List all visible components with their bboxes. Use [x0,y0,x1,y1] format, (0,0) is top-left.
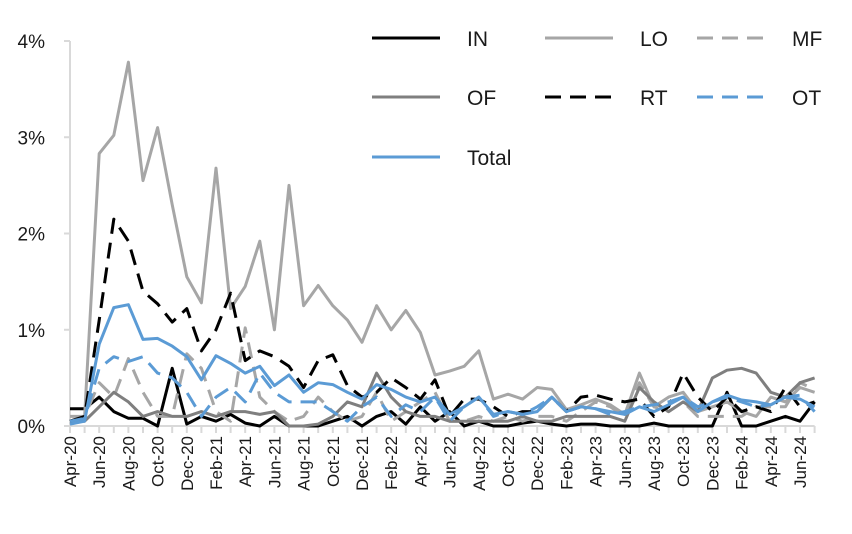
x-tick-label: Aug-23 [645,436,664,491]
legend-label: Total [467,147,511,170]
x-tick-label: Jun-23 [616,436,635,488]
x-tick-label: Apr-23 [587,436,606,487]
x-tick-label: Aug-20 [119,436,138,491]
legend-item-rt: RT [545,87,668,110]
x-tick-label: Dec-22 [528,436,547,491]
y-tick-label: 3% [18,128,46,149]
legend-label: RT [640,87,668,110]
x-tick-label: Aug-22 [470,436,489,491]
x-tick-label: Feb-21 [207,436,226,490]
x-tick-label: Jun-24 [791,436,810,488]
x-tick-label: Apr-21 [236,436,255,487]
legend-label: LO [640,28,668,51]
axes: 0% 1% 2% 3% 4% Apr-20 Jun-20 Aug-20 Oct-20 Dec-20… [18,32,816,491]
y-tick-label: 1% [18,321,46,342]
x-tick-label: Oct-20 [149,436,168,487]
y-tick-label: 4% [18,32,46,53]
series-line-of [70,366,816,428]
x-tick-label: Dec-20 [178,436,197,491]
x-tick-label: Feb-22 [382,436,401,490]
x-tick-label: Jun-21 [265,436,284,488]
x-tick-label: Oct-21 [324,436,343,487]
legend-label: IN [467,28,488,51]
y-tick-label: 2% [18,225,46,246]
x-tick-label: Aug-21 [295,436,314,491]
x-tick-label: Jun-20 [90,436,109,488]
legend-label: OF [467,87,496,110]
legend-item-ot: OT [697,87,821,110]
x-tick-label: Oct-23 [674,436,693,487]
legend-item-total: Total [372,147,511,170]
series-line-mf [70,326,816,423]
legend-item-mf: MF [697,28,822,51]
series-line-ot [69,355,816,423]
x-tick-label: Jun-22 [441,436,460,488]
x-tick-label: Oct-22 [499,436,518,487]
legend: IN LO MF OF RT OT Total [372,28,822,170]
x-tick-label: Dec-23 [703,436,722,491]
series-line-in [70,366,816,428]
x-tick-label: Feb-24 [733,436,752,490]
x-tick-label: Apr-22 [411,436,430,487]
legend-item-lo: LO [545,28,668,51]
x-tick-label: Apr-24 [762,436,781,487]
series-line-rt [69,217,816,423]
legend-label: MF [792,28,822,51]
x-tick-label: Apr-20 [61,436,80,487]
series-line-lo [69,60,816,423]
series-lines [69,60,816,428]
series-line-total [69,303,816,426]
legend-item-in: IN [372,28,488,51]
x-tick-label: Feb-23 [557,436,576,490]
legend-item-of: OF [372,87,496,110]
y-tick-label: 0% [18,417,46,438]
x-tick-label: Dec-21 [353,436,372,491]
legend-label: OT [792,87,821,110]
